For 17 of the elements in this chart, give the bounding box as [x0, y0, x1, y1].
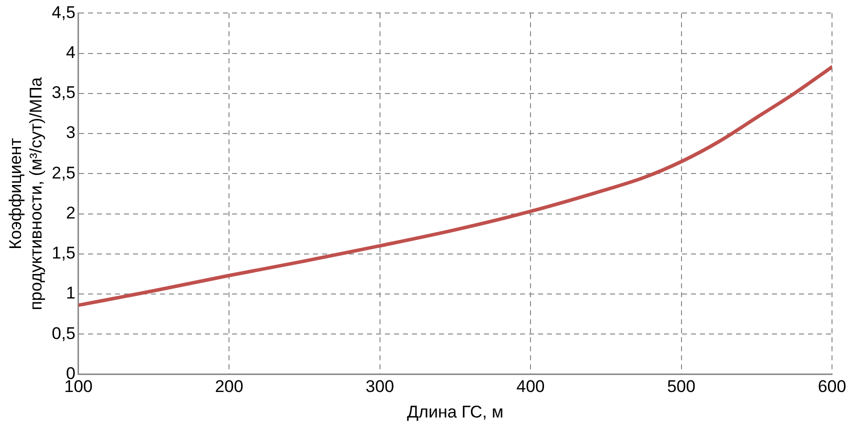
- x-tick-label: 400: [516, 377, 545, 396]
- y-tick-label: 3,5: [52, 83, 76, 102]
- y-axis-title: Коэффициент продуктивности, (м³/сут)/МПа: [6, 76, 46, 310]
- y-tick-label: 4: [66, 43, 76, 62]
- y-tick-label: 3: [66, 123, 76, 142]
- y-tick-label: 4,5: [52, 2, 76, 22]
- line-series: [78, 65, 832, 307]
- x-tick-label: 300: [366, 377, 394, 396]
- y-tick-label: 1,5: [52, 244, 76, 263]
- y-tick-label: 2,5: [52, 163, 76, 182]
- x-tick-label: 200: [214, 377, 244, 396]
- x-tick-label: 600: [818, 377, 846, 396]
- y-tick-label: 1: [66, 284, 76, 303]
- y-tick-label: 0,5: [52, 324, 76, 343]
- x-tick-label: 500: [667, 377, 696, 396]
- x-axis-title: Длина ГС, м: [407, 402, 504, 422]
- y-tick-label: 2: [66, 203, 76, 222]
